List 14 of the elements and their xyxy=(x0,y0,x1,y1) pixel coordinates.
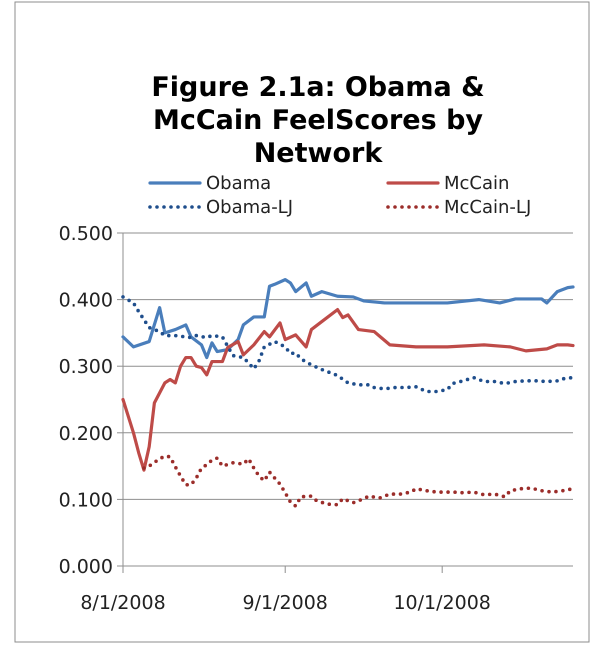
y-tick-label: 0.000 xyxy=(58,556,113,578)
legend-label: Obama-LJ xyxy=(206,197,294,218)
y-tick-label: 0.300 xyxy=(58,356,113,378)
chart-title: Figure 2.1a: Obama & McCain FeelScores by Network xyxy=(151,72,485,169)
y-tick-label: 0.200 xyxy=(58,422,113,445)
y-tick-label: 0.400 xyxy=(58,290,113,312)
x-tick-label: 8/1/2008 xyxy=(80,592,166,614)
legend-label: McCain-LJ xyxy=(444,197,532,218)
x-tick-label: 9/1/2008 xyxy=(242,592,328,614)
legend-label: Obama xyxy=(206,173,272,194)
y-tick-label: 0.100 xyxy=(58,489,113,512)
x-tick-label: 10/1/2008 xyxy=(393,592,491,614)
y-tick-label: 0.500 xyxy=(58,223,113,245)
legend-label: McCain xyxy=(444,173,510,194)
